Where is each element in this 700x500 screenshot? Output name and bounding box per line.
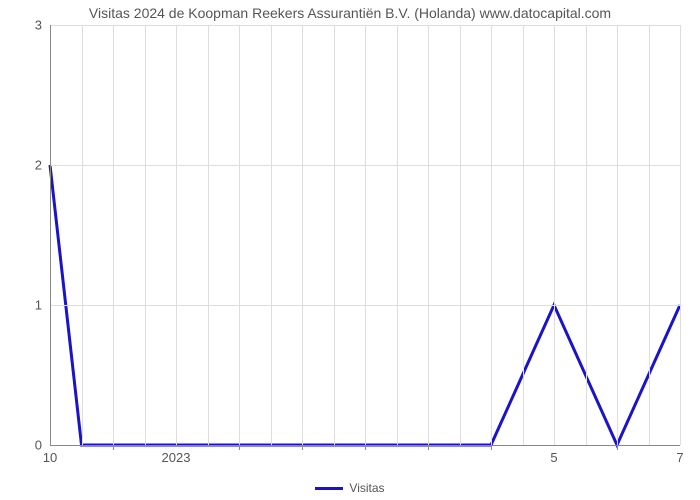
grid-line-vertical (176, 25, 177, 445)
chart-title: Visitas 2024 de Koopman Reekers Assurant… (0, 5, 700, 21)
grid-line-horizontal (50, 25, 680, 26)
grid-line-vertical (460, 25, 461, 445)
x-minor-tick (491, 445, 492, 450)
plot-area (50, 25, 680, 445)
legend-label: Visitas (349, 481, 384, 495)
x-minor-tick (302, 445, 303, 450)
grid-line-vertical (82, 25, 83, 445)
y-axis (50, 25, 51, 445)
y-tick-label: 0 (12, 438, 42, 453)
grid-line-vertical (113, 25, 114, 445)
y-tick-label: 1 (12, 298, 42, 313)
grid-line-vertical (208, 25, 209, 445)
grid-line-vertical (523, 25, 524, 445)
grid-line-vertical (397, 25, 398, 445)
x-tick-label: 5 (550, 450, 557, 465)
legend: Visitas (0, 481, 700, 495)
grid-line-vertical (680, 25, 681, 445)
x-minor-tick (239, 445, 240, 450)
grid-line-vertical (239, 25, 240, 445)
x-tick-label: 7 (676, 450, 683, 465)
x-minor-tick (617, 445, 618, 450)
x-tick-label: 10 (43, 450, 57, 465)
x-tick-label: 2023 (162, 450, 191, 465)
grid-line-horizontal (50, 305, 680, 306)
grid-line-vertical (365, 25, 366, 445)
grid-line-vertical (271, 25, 272, 445)
grid-line-vertical (617, 25, 618, 445)
grid-line-vertical (554, 25, 555, 445)
grid-line-vertical (428, 25, 429, 445)
x-minor-tick (113, 445, 114, 450)
grid-line-vertical (586, 25, 587, 445)
grid-line-vertical (334, 25, 335, 445)
grid-line-vertical (649, 25, 650, 445)
grid-line-vertical (491, 25, 492, 445)
grid-line-horizontal (50, 165, 680, 166)
chart-container: Visitas 2024 de Koopman Reekers Assurant… (0, 0, 700, 500)
y-tick-label: 3 (12, 18, 42, 33)
x-minor-tick (428, 445, 429, 450)
y-tick-label: 2 (12, 158, 42, 173)
legend-swatch (315, 487, 343, 490)
grid-line-vertical (302, 25, 303, 445)
x-minor-tick (365, 445, 366, 450)
grid-line-vertical (145, 25, 146, 445)
